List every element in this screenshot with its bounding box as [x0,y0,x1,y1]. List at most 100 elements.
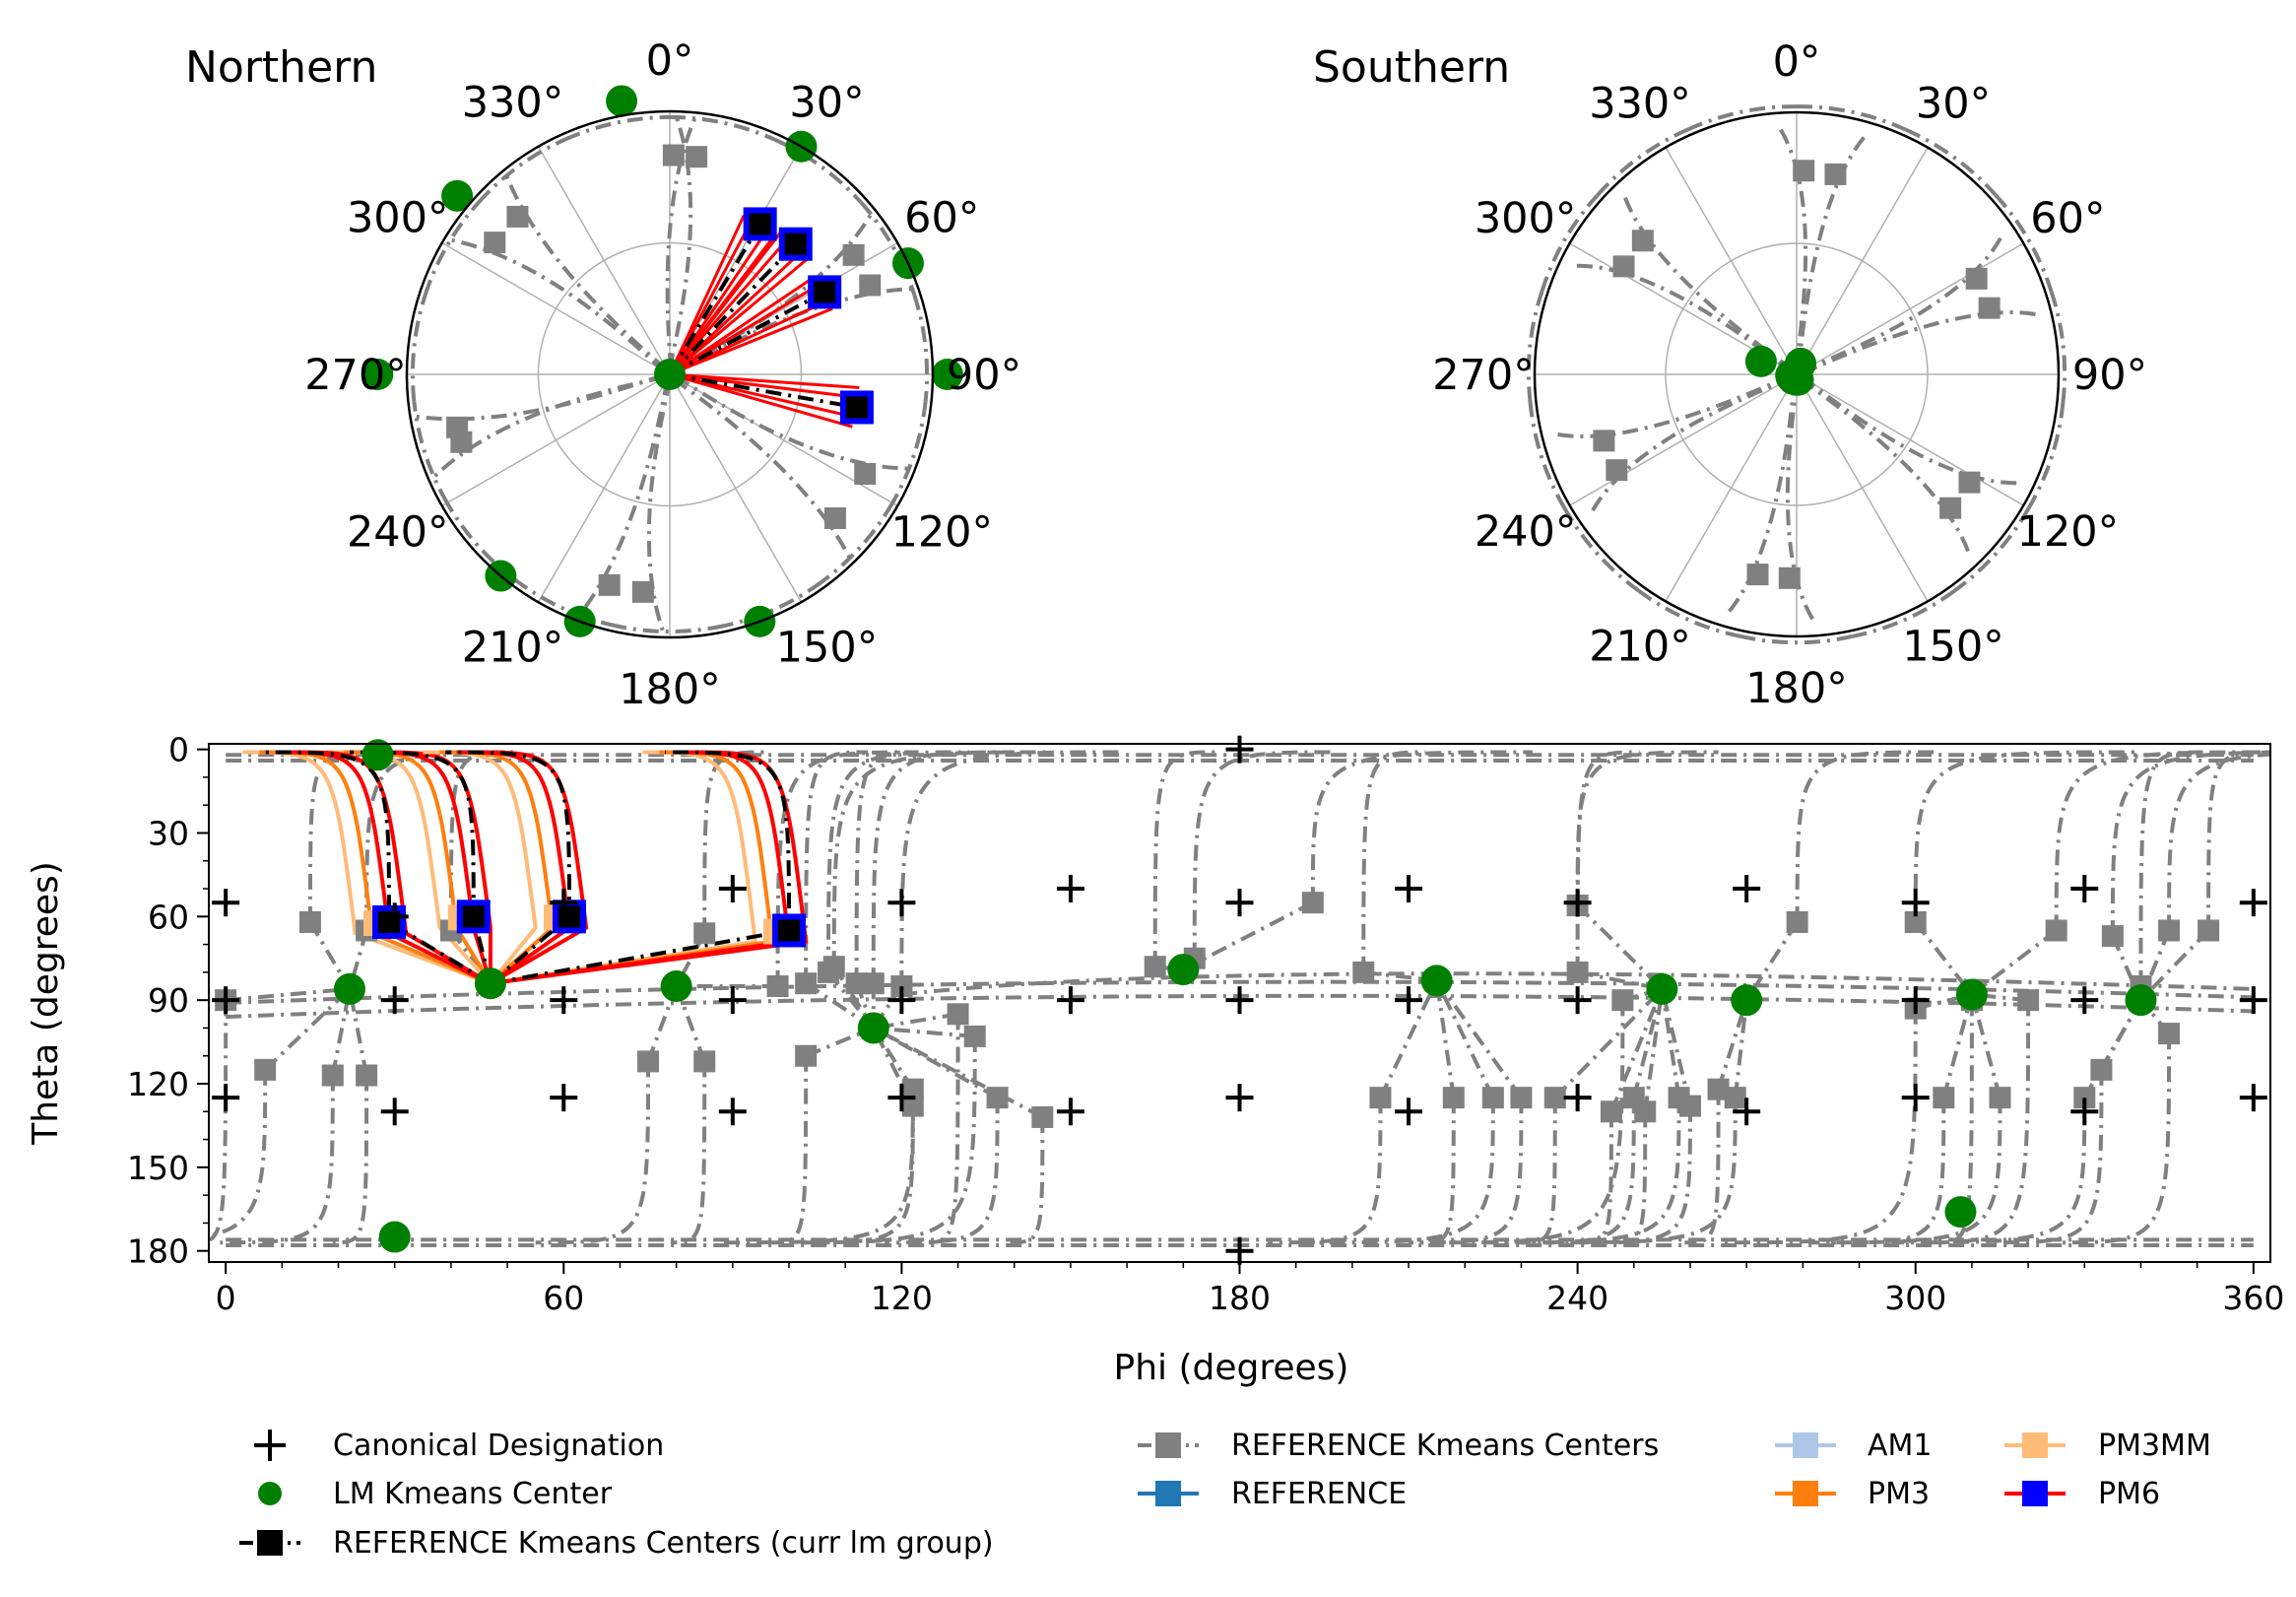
south-reference-path [1801,310,2038,375]
reference-link [1363,969,1437,983]
north-lm-center [361,359,394,390]
reference-kmeans-center [822,956,845,978]
reference-curr-trajectory [490,750,792,986]
north-reference-center [686,146,708,168]
north-pm6-path [668,249,804,376]
reference-trajectory [721,1089,915,1245]
north-pm6-path [668,215,746,375]
south-reference-path [1622,195,1795,372]
north-pm6-path [669,372,860,389]
reference-trajectory [783,1035,977,1245]
reference-kmeans-center [2158,919,2181,942]
reference-kmeans-center [901,1078,924,1100]
reference-link [872,1026,999,1099]
reference-trajectory [2054,750,2270,931]
reference-kmeans-center [2198,919,2220,942]
north-pm6-path [668,219,754,375]
south-grid-spoke [1569,373,1798,506]
south-reference-path [1727,379,1797,614]
north-reference-path [502,168,668,371]
south-reference-center [1593,430,1615,452]
north-reference-center [842,243,865,266]
northern-curves [409,110,930,638]
reference-kmeans-center [1543,1087,1566,1109]
lm-kmeans-center [660,970,692,1003]
reference-trajectory [831,750,1054,967]
legend-entry-pm3mm: PM3MM [2004,1429,2211,1463]
legend-label-am1: AM1 [1868,1429,1933,1463]
north-angle-label: 150° [776,623,879,672]
south-angle-label: 270° [1432,351,1535,400]
north-rim-path [412,401,449,504]
reference-kmeans-center [1634,1100,1657,1123]
reference-trajectory [1361,750,1426,972]
reference-kmeans-center [321,1064,344,1087]
reference-kmeans-center [1904,910,1927,933]
reference-kmeans-center [1369,1087,1392,1109]
south-rim-path [1562,506,1641,593]
south-rim-path [1994,193,2054,293]
north-reference-curr-path [668,223,762,376]
reference-trajectory [826,750,970,972]
reference-trajectory [885,1098,1000,1245]
south-angle-label: 30° [1916,80,1991,129]
north-reference-center [823,506,846,529]
north-grid-spoke [537,373,671,603]
legend-label-lm-center: LM Kmeans Center [333,1477,613,1511]
reference-trajectory [1419,1098,1456,1245]
north-rim-path [669,114,775,142]
north-pm6-path [669,306,833,376]
north-angle-label: 210° [462,623,564,672]
north-reference-path [665,111,699,369]
north-reference-center [484,232,506,254]
north-grid-spoke [441,241,671,375]
reference-kmeans-center [1442,1087,1465,1109]
legend-label-reference: REFERENCE [1231,1477,1407,1511]
legend-entry-lm-center: LM Kmeans Center [258,1477,613,1511]
x-axis-label: Phi (degrees) [1114,1348,1349,1388]
reference-link [308,920,352,990]
lm-kmeans-center [1420,965,1453,997]
north-angle-label: 60° [904,194,979,243]
north-reference-curr-path [669,290,826,376]
x-tick-label: 360 [2222,1279,2284,1317]
reference-curr-trajectory [445,750,571,985]
north-pm6-path [668,236,790,375]
north-rim-path [912,294,930,402]
reference-trajectory [1610,1111,1648,1245]
north-angle-label: 90° [947,351,1021,400]
reference-kmeans-center [2090,1058,2113,1081]
north-grid-spoke [537,146,671,375]
south-grid-spoke [1796,373,1929,602]
reference-link [805,1026,875,1058]
reference-trajectory [1575,750,1719,906]
reference-curr-trajectory [265,750,492,985]
north-reference-curr-marker [845,396,868,419]
north-grid-spoke [669,373,803,603]
reference-trajectory [800,1105,915,1245]
reference-trajectory [2056,1033,2172,1245]
north-reference-path [573,379,670,622]
north-reference-center [662,144,685,166]
north-reference-curr-marker [784,233,807,255]
north-reference-path [409,372,665,422]
north-rim-path [477,137,566,204]
reference-trajectory [924,1014,960,1245]
reference-kmeans-center [845,972,868,995]
south-angle-label: 240° [1475,507,1577,557]
reference-trajectory [1577,1111,1613,1245]
south-rim-path [1528,402,1567,509]
x-tick-label: 240 [1546,1279,1608,1317]
reference-kmeans-center [2045,919,2067,942]
reference-kmeans-center [1144,956,1166,978]
south-grid-spoke [1665,373,1798,602]
reference-trajectory [670,1061,707,1245]
north-angle-label: 120° [890,508,993,558]
cartesian-plot: 0 60 120 180 240 300 360 0 30 60 90 120 150 180 Phi … [26,731,2284,1388]
reference-kmeans-center [254,1058,277,1081]
reference-kmeans-center [766,975,789,998]
cartesian-marks [212,735,2267,1265]
south-rim-path [1952,506,2031,593]
legend-label-canonical: Canonical Designation [333,1429,664,1463]
